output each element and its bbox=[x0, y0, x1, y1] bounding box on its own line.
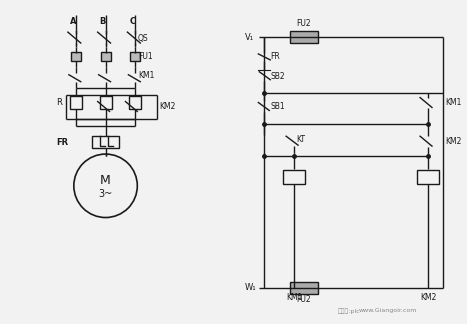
Text: M: M bbox=[100, 174, 111, 187]
Text: V₁: V₁ bbox=[244, 33, 254, 41]
Bar bbox=[99, 96, 112, 110]
Text: KM2: KM2 bbox=[445, 137, 461, 146]
Text: A: A bbox=[70, 17, 76, 26]
Bar bbox=[130, 52, 140, 61]
Bar bbox=[92, 136, 120, 148]
Bar bbox=[290, 31, 318, 43]
Bar bbox=[417, 170, 439, 184]
Text: KT: KT bbox=[296, 135, 305, 144]
Text: KM1: KM1 bbox=[445, 98, 461, 107]
Text: FU1: FU1 bbox=[138, 52, 153, 62]
Text: SB1: SB1 bbox=[270, 102, 285, 111]
Text: FR: FR bbox=[56, 138, 68, 147]
Text: SB2: SB2 bbox=[270, 72, 285, 81]
Bar bbox=[100, 52, 111, 61]
Text: B: B bbox=[99, 17, 106, 26]
Text: 3~: 3~ bbox=[99, 189, 113, 199]
Text: QS: QS bbox=[137, 34, 148, 42]
Text: KM1: KM1 bbox=[286, 293, 302, 302]
Text: C: C bbox=[129, 17, 135, 26]
Text: KM2: KM2 bbox=[420, 293, 436, 302]
Text: KM2: KM2 bbox=[159, 102, 176, 111]
Text: www.Giangoir.com: www.Giangoir.com bbox=[359, 308, 417, 313]
Text: FU2: FU2 bbox=[297, 19, 311, 28]
Bar bbox=[283, 170, 305, 184]
Text: 電信號:plc: 電信號:plc bbox=[337, 308, 360, 314]
Text: R: R bbox=[56, 98, 62, 107]
Text: FU2: FU2 bbox=[297, 295, 311, 304]
Text: FR: FR bbox=[270, 52, 280, 62]
Bar bbox=[71, 52, 81, 61]
Bar bbox=[129, 96, 142, 110]
Bar bbox=[290, 282, 318, 294]
Text: W₁: W₁ bbox=[244, 284, 256, 293]
Text: KM1: KM1 bbox=[138, 71, 155, 80]
Bar bbox=[70, 96, 82, 110]
